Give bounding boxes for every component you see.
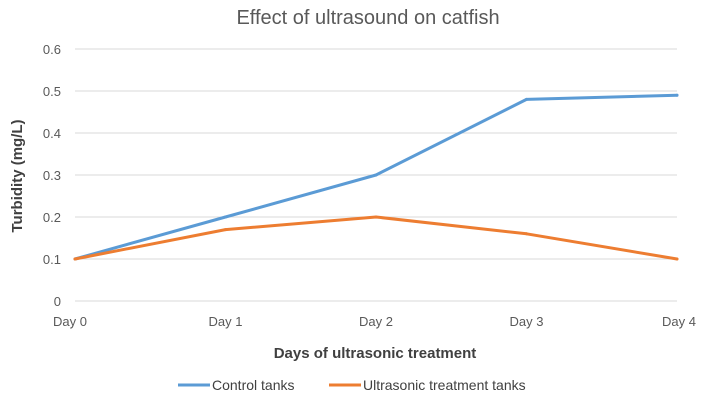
data-point (374, 173, 378, 177)
x-tick-label: Day 1 (209, 314, 243, 329)
data-point (224, 215, 227, 219)
series-lines (73, 93, 679, 261)
data-point (224, 228, 227, 232)
legend-label: Ultrasonic treatment tanks (363, 377, 526, 393)
y-tick-label: 0.4 (43, 126, 61, 141)
data-point (675, 257, 679, 261)
x-axis-ticks: Day 0 Day 1 Day 2 Day 3 Day 4 (53, 314, 696, 329)
legend-label: Control tanks (212, 377, 294, 393)
legend: Control tanks Ultrasonic treatment tanks (178, 377, 526, 393)
chart-title: Effect of ultrasound on catfish (236, 7, 499, 29)
y-axis-title: Turbidity (mg/L) (9, 119, 26, 232)
data-point (675, 93, 679, 97)
y-tick-label: 0 (54, 294, 61, 309)
y-tick-label: 0.2 (43, 210, 61, 225)
series-line-2 (73, 215, 679, 261)
series-line-1 (73, 93, 679, 261)
data-point (73, 257, 77, 261)
x-tick-label: Day 3 (510, 314, 544, 329)
y-tick-label: 0.1 (43, 252, 61, 267)
x-tick-label: Day 2 (359, 314, 393, 329)
x-tick-label: Day 0 (53, 314, 87, 329)
y-tick-label: 0.6 (43, 42, 61, 57)
data-point (525, 97, 528, 101)
y-tick-label: 0.5 (43, 84, 61, 99)
data-point (374, 215, 378, 219)
x-axis-title: Days of ultrasonic treatment (274, 345, 477, 362)
data-point (525, 232, 528, 236)
x-tick-label: Day 4 (662, 314, 696, 329)
y-axis-ticks: 0 0.1 0.2 0.3 0.4 0.5 0.6 (43, 42, 61, 309)
y-tick-label: 0.3 (43, 168, 61, 183)
